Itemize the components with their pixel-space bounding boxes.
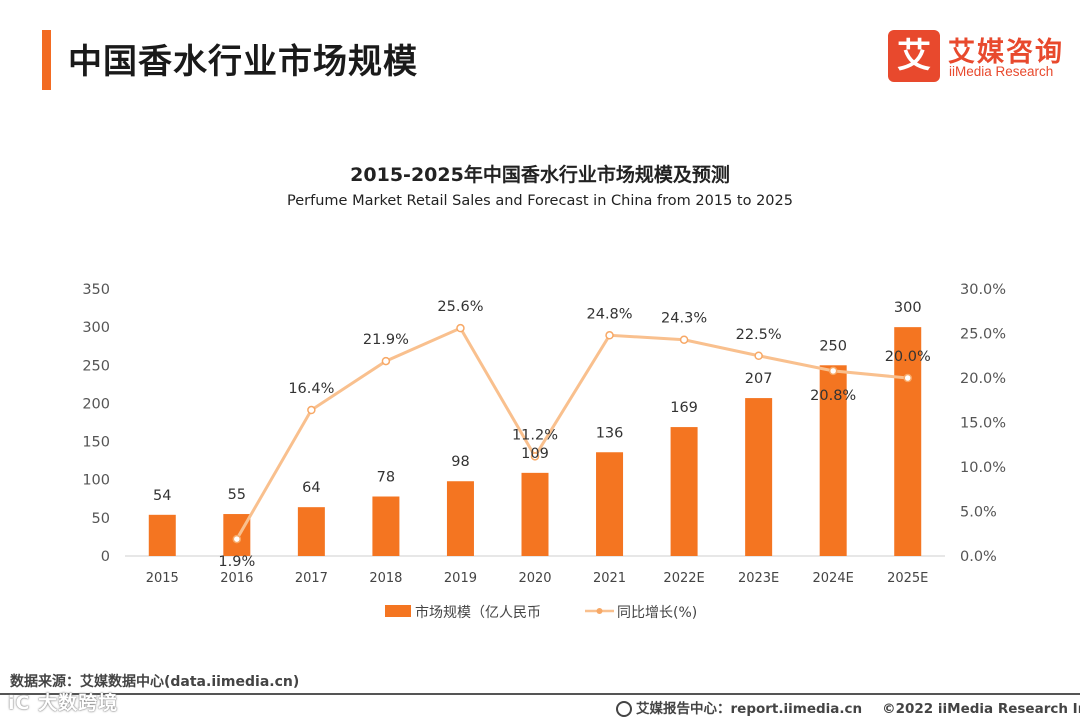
- bar: [521, 472, 549, 556]
- chart-title: 2015-2025年中国香水行业市场规模及预测: [350, 164, 730, 186]
- bar-value-label: 169: [670, 400, 698, 416]
- growth-value-label: 22.5%: [736, 327, 782, 343]
- growth-point: [754, 351, 763, 360]
- bar-value-label: 250: [819, 338, 847, 354]
- chart-subtitle: Perfume Market Retail Sales and Forecast…: [287, 193, 793, 209]
- globe-icon: [616, 701, 632, 717]
- y-right-tick-label: 10.0%: [960, 460, 1006, 476]
- y-right-tick-label: 30.0%: [960, 282, 1006, 298]
- legend-line-marker: [596, 608, 603, 614]
- bar: [670, 427, 698, 556]
- x-tick-label: 2019: [444, 571, 477, 586]
- growth-value-label: 24.8%: [587, 306, 633, 322]
- growth-point: [232, 534, 242, 544]
- growth-point: [903, 373, 912, 383]
- bar-value-label: 109: [521, 446, 549, 462]
- footer-copyright: ©2022 iiMedia Research Inc: [882, 701, 1080, 717]
- bar-value-label: 300: [894, 300, 922, 316]
- footer-report-text: 艾媒报告中心：report.iimedia.cn: [636, 701, 863, 717]
- bar: [745, 398, 773, 556]
- bar-value-label: 54: [153, 488, 171, 504]
- logo-en-text: iiMedia Research: [949, 64, 1054, 79]
- y-right-tick-label: 5.0%: [960, 505, 997, 521]
- bar: [596, 452, 624, 556]
- y-right-tick-label: 15.0%: [960, 416, 1006, 432]
- growth-value-label: 20.0%: [885, 349, 931, 365]
- bar: [894, 327, 922, 556]
- growth-value-label: 1.9%: [218, 554, 255, 570]
- x-tick-label: 2022E: [663, 571, 704, 586]
- y-left-tick-label: 50: [92, 511, 110, 527]
- growth-value-label: 20.8%: [810, 388, 856, 404]
- bar-value-label: 98: [451, 454, 469, 470]
- x-tick-label: 2023E: [738, 571, 779, 586]
- growth-point: [828, 366, 838, 376]
- growth-point: [456, 323, 465, 333]
- iimedia-logo: 艾 艾媒咨询 iiMedia Research: [888, 30, 1068, 86]
- y-left-tick-label: 150: [82, 435, 110, 451]
- page-title: 中国香水行业市场规模: [68, 42, 418, 82]
- y-right-tick-label: 20.0%: [960, 371, 1006, 387]
- x-tick-label: 2015: [146, 571, 179, 586]
- bar: [148, 514, 176, 556]
- growth-point: [530, 452, 540, 461]
- y-left-tick-label: 0: [101, 549, 110, 565]
- growth-value-label: 25.6%: [437, 299, 483, 315]
- y-left-tick-label: 300: [82, 320, 110, 336]
- growth-value-label: 21.9%: [363, 332, 409, 348]
- growth-point: [307, 405, 316, 415]
- x-tick-label: 2016: [220, 571, 253, 586]
- legend-bar-label: 市场规模（亿人民币: [415, 604, 541, 621]
- growth-value-label: 16.4%: [288, 381, 334, 397]
- watermark: iC 大数跨境: [8, 692, 119, 714]
- bar: [372, 496, 400, 556]
- logo-cn-text: 艾媒咨询: [948, 37, 1064, 68]
- bar-value-label: 64: [302, 480, 320, 496]
- growth-value-label: 11.2%: [512, 427, 558, 443]
- y-left-tick-label: 100: [82, 473, 110, 489]
- growth-point: [381, 356, 391, 366]
- x-tick-label: 2025E: [887, 571, 928, 586]
- x-tick-label: 2020: [518, 571, 551, 586]
- growth-point: [605, 331, 614, 340]
- growth-value-label: 24.3%: [661, 311, 707, 327]
- bar-value-label: 136: [596, 425, 624, 441]
- bar-value-label: 55: [228, 487, 246, 503]
- y-right-tick-label: 25.0%: [960, 327, 1006, 343]
- x-tick-label: 2024E: [813, 571, 854, 586]
- y-left-tick-label: 200: [82, 396, 110, 412]
- x-tick-label: 2017: [295, 571, 328, 586]
- growth-line: [235, 326, 908, 540]
- x-tick-label: 2021: [593, 571, 626, 586]
- x-tick-label: 2018: [369, 571, 402, 586]
- bar: [297, 507, 325, 556]
- footer-report: 艾媒报告中心：report.iimedia.cn ©2022 iiMedia Re…: [616, 697, 1080, 717]
- bar-value-label: 78: [377, 469, 395, 485]
- bar-value-label: 207: [745, 371, 773, 387]
- y-left-tick-label: 250: [82, 358, 110, 374]
- y-left-tick-label: 350: [82, 282, 110, 298]
- growth-point: [679, 335, 689, 344]
- logo-mark: 艾: [888, 30, 940, 82]
- legend-line-label: 同比增长(%): [617, 605, 697, 621]
- bar: [446, 481, 474, 556]
- y-right-tick-label: 0.0%: [960, 549, 997, 565]
- legend-bar-swatch: [385, 605, 411, 617]
- footer-divider: [0, 693, 1080, 695]
- title-accent-bar: [42, 30, 51, 90]
- bar: [819, 365, 847, 556]
- data-source: 数据来源：艾媒数据中心(data.iimedia.cn): [10, 674, 300, 690]
